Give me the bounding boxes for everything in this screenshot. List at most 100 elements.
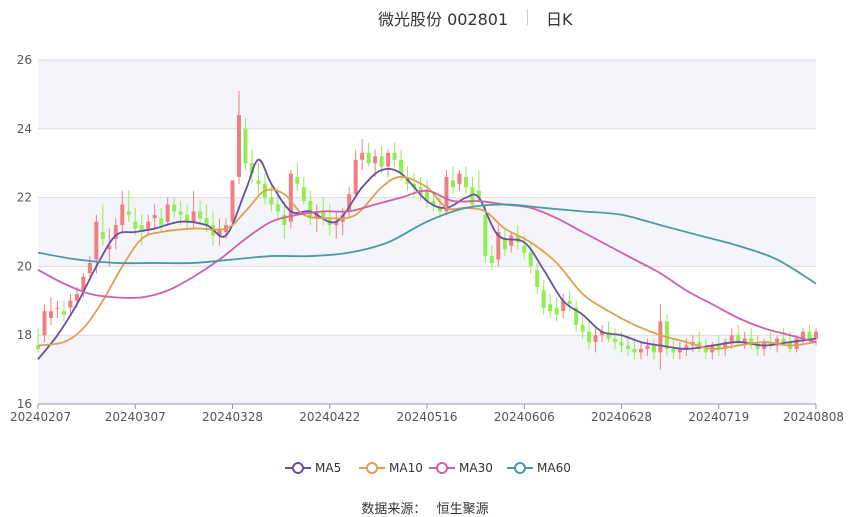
- candle-body: [178, 211, 183, 215]
- legend-marker: [429, 462, 455, 474]
- candle: [645, 338, 650, 356]
- candle-body: [755, 345, 760, 349]
- candle-body: [625, 345, 630, 349]
- candle: [561, 293, 566, 318]
- candle-body: [353, 159, 358, 195]
- legend-marker: [285, 462, 311, 474]
- candle-body: [321, 211, 326, 219]
- candle-body: [470, 187, 475, 205]
- period-label: 日K: [546, 10, 573, 29]
- candle-body: [295, 176, 300, 184]
- candle: [107, 228, 112, 267]
- candle: [593, 328, 598, 353]
- candle: [256, 163, 261, 195]
- candle-body: [677, 348, 682, 353]
- chart-title: 微光股份 002801: [378, 10, 509, 29]
- source-value: 恒生聚源: [436, 502, 489, 517]
- candle-body: [489, 256, 494, 263]
- candle: [638, 342, 643, 360]
- candle-body: [100, 232, 105, 239]
- candle: [68, 293, 73, 315]
- candle: [502, 228, 507, 257]
- candle: [729, 328, 734, 349]
- candle-body: [509, 235, 514, 246]
- candle: [399, 149, 404, 181]
- candle-body: [81, 276, 86, 291]
- candle-body: [191, 211, 196, 222]
- candle-body: [282, 214, 287, 226]
- candle-body: [431, 201, 436, 205]
- candle: [217, 218, 222, 246]
- candle: [126, 190, 131, 222]
- legend-label: MA30: [459, 461, 493, 475]
- x-tick-label: 20240516: [396, 410, 457, 424]
- candle: [146, 214, 151, 236]
- candle-body: [243, 128, 248, 164]
- candle-body: [288, 173, 293, 222]
- candle: [36, 328, 40, 353]
- candle-body: [133, 221, 138, 229]
- candle: [366, 142, 371, 167]
- candle: [664, 314, 669, 356]
- x-tick-label: 20240606: [494, 410, 555, 424]
- x-tick-label: 20240808: [783, 410, 844, 424]
- candle: [172, 197, 177, 219]
- candle-body: [347, 194, 352, 212]
- candle-body: [729, 335, 734, 343]
- candle-body: [412, 183, 417, 188]
- candle: [548, 293, 553, 318]
- candle: [613, 328, 618, 349]
- x-tick-label: 20240422: [299, 410, 360, 424]
- candle: [658, 304, 663, 370]
- candle: [198, 201, 203, 226]
- candle-body: [269, 197, 274, 205]
- candle-body: [574, 307, 579, 325]
- candle-body: [801, 331, 806, 339]
- y-tick-label: 24: [17, 122, 32, 136]
- candle-body: [671, 348, 676, 353]
- candle: [249, 149, 254, 184]
- candle-body: [94, 221, 99, 260]
- candle-body: [275, 204, 280, 212]
- y-tick-label: 20: [17, 259, 32, 273]
- candle: [671, 338, 676, 360]
- candle-body: [399, 159, 404, 174]
- candle: [360, 139, 365, 171]
- x-axis: 20240207 20240307 20240328 20240422 20240516…: [10, 403, 844, 424]
- candle: [347, 187, 352, 219]
- candle-body: [703, 348, 708, 353]
- title-separator: [527, 9, 528, 25]
- candle-body: [483, 214, 488, 257]
- candle: [94, 214, 99, 274]
- candle: [295, 163, 300, 191]
- candle: [651, 338, 656, 360]
- candle-body: [723, 342, 728, 349]
- candle: [554, 297, 559, 322]
- candle-body: [567, 300, 572, 305]
- candle: [632, 338, 637, 360]
- y-tick-label: 18: [17, 328, 32, 342]
- candle-body: [334, 221, 339, 226]
- candle: [185, 204, 190, 229]
- candle: [100, 204, 105, 246]
- candle-body: [204, 218, 209, 226]
- candle-body: [528, 252, 533, 267]
- candle-body: [444, 176, 449, 212]
- ma-lines: [37, 158, 817, 360]
- candle: [230, 180, 235, 226]
- candle: [152, 204, 157, 229]
- candle: [379, 146, 384, 174]
- candle-body: [600, 331, 605, 336]
- candle-body: [476, 190, 481, 198]
- candle-body: [457, 173, 462, 184]
- candle-body: [249, 163, 254, 174]
- candle-body: [236, 115, 241, 177]
- data-source: 数据来源： 恒生聚源: [0, 498, 850, 517]
- candle: [133, 207, 138, 236]
- candle-body: [120, 204, 125, 226]
- candle-body: [360, 152, 365, 160]
- candle: [204, 204, 209, 232]
- candle: [425, 180, 429, 208]
- candle-body: [593, 335, 598, 343]
- candle: [236, 90, 241, 184]
